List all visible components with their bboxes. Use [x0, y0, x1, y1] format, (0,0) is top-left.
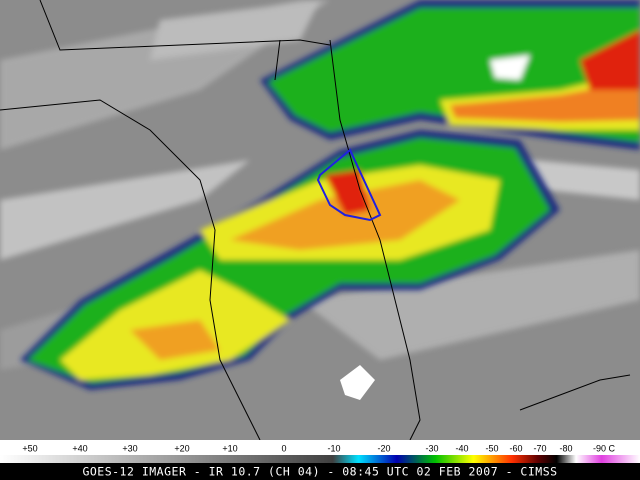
colorbar-label: +10	[222, 443, 237, 453]
colorbar	[0, 455, 640, 463]
colorbar-label: -40	[455, 443, 468, 453]
colorbar-label: -80	[559, 443, 572, 453]
colorbar-label: 0	[281, 443, 286, 453]
colorbar-labels-bg	[0, 440, 640, 455]
colorbar-label: -50	[485, 443, 498, 453]
colorbar-label: +50	[22, 443, 37, 453]
caption-bg	[0, 463, 640, 480]
colorbar-label: +20	[174, 443, 189, 453]
colorbar-label: -10	[327, 443, 340, 453]
colorbar-label: -60	[509, 443, 522, 453]
colorbar-label: -20	[377, 443, 390, 453]
colorbar-labels: +50 +40 +30 +20 +10 0 -10 -20 -30 -40 -50 -60 -70 -80…	[22, 443, 615, 453]
colorbar-label: +40	[72, 443, 87, 453]
lake	[340, 365, 375, 400]
imagery	[0, 0, 640, 441]
colorbar-label: -70	[533, 443, 546, 453]
county-outline	[316, 148, 382, 222]
colorbar-label: +30	[122, 443, 137, 453]
colorbar-label: -30	[425, 443, 438, 453]
colorbar-label: -90 C	[593, 443, 616, 453]
caption: GOES-12 IMAGER - IR 10.7 (CH 04) - 08:45…	[82, 465, 557, 479]
coastlines	[0, 0, 631, 441]
